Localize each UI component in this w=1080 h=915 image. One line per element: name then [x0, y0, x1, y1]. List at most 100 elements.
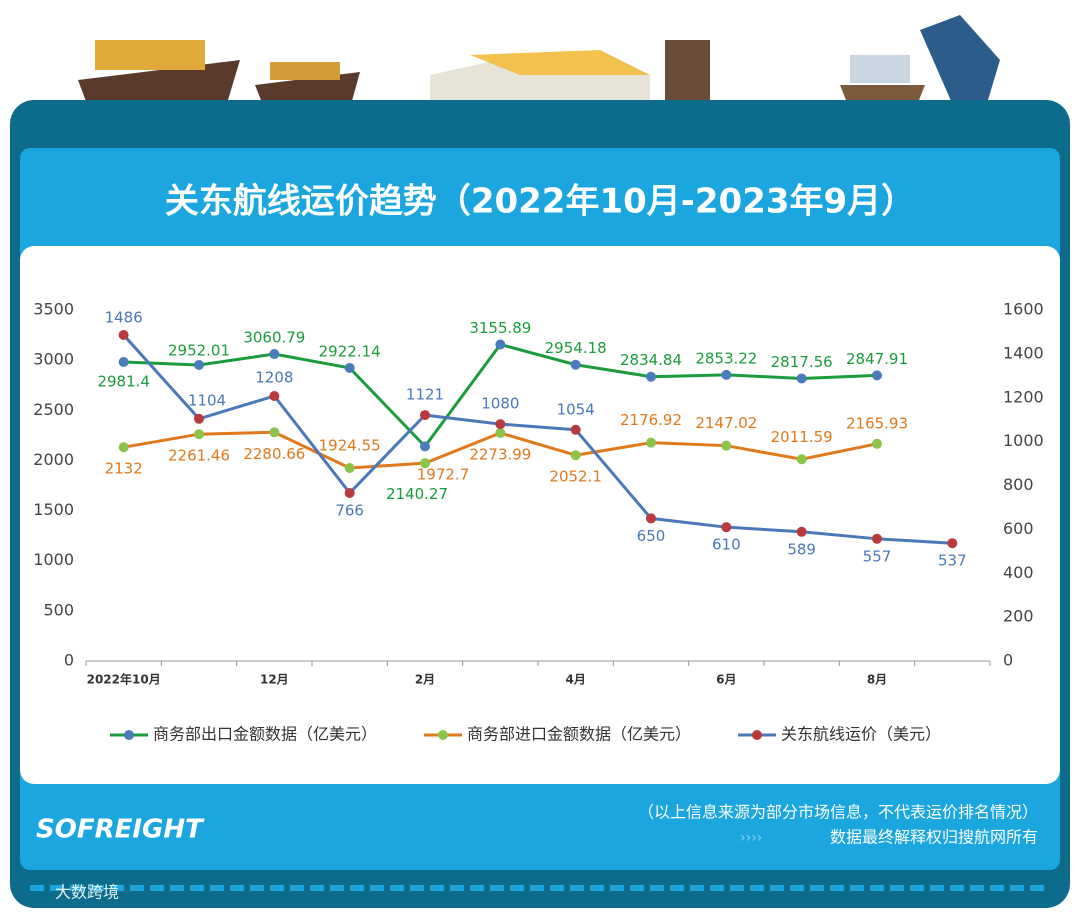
data-label: 2954.18 — [545, 339, 607, 357]
marker — [570, 359, 581, 370]
marker — [269, 349, 280, 360]
data-label: 2011.59 — [771, 428, 833, 446]
marker — [420, 458, 430, 469]
data-label: 610 — [712, 536, 741, 554]
legend-marker — [438, 730, 448, 740]
marker — [570, 424, 581, 435]
y2-tick-label: 0 — [1003, 651, 1013, 670]
data-label: 2834.84 — [620, 351, 682, 369]
x-tick-label: 4月 — [565, 673, 585, 687]
y2-tick-label: 1000 — [1003, 431, 1044, 450]
marker — [796, 454, 807, 465]
marker — [646, 371, 656, 382]
data-label: 557 — [863, 547, 892, 565]
marker — [646, 513, 656, 524]
data-label: 1208 — [255, 368, 293, 386]
y-tick-label: 0 — [64, 651, 74, 670]
data-label: 2176.92 — [620, 411, 682, 429]
y2-tick-label: 1400 — [1003, 343, 1044, 362]
data-label: 1486 — [105, 309, 143, 327]
marker — [721, 440, 732, 451]
y2-tick-label: 600 — [1003, 519, 1034, 538]
x-tick-label: 2月 — [415, 673, 435, 687]
marker — [796, 526, 807, 537]
y-tick-label: 500 — [43, 600, 74, 619]
marker — [872, 370, 882, 381]
data-label: 2981.4 — [97, 373, 150, 391]
x-tick-label: 6月 — [716, 673, 736, 687]
data-label: 2922.14 — [319, 342, 381, 360]
data-label: 3155.89 — [469, 319, 531, 337]
marker — [420, 441, 430, 452]
y2-tick-label: 400 — [1003, 563, 1034, 582]
marker — [118, 442, 129, 453]
data-label: 1121 — [406, 386, 444, 404]
series-line — [122, 334, 953, 545]
data-label: 2280.66 — [243, 445, 305, 463]
marker — [872, 438, 882, 449]
data-label: 537 — [938, 552, 967, 570]
marker — [570, 450, 581, 461]
footer-rights: 数据最终解释权归搜航网所有 — [830, 828, 1038, 847]
data-label: 2853.22 — [695, 349, 757, 367]
data-label: 2273.99 — [469, 445, 531, 463]
y-tick-label: 1000 — [33, 550, 74, 569]
data-label: 1972.7 — [417, 466, 470, 484]
data-label: 3060.79 — [243, 329, 305, 347]
data-label: 650 — [637, 527, 666, 545]
y-tick-label: 1500 — [33, 500, 74, 519]
y-tick-label: 2500 — [33, 400, 74, 419]
marker — [796, 373, 807, 384]
data-label: 1080 — [481, 395, 519, 413]
marker — [947, 538, 958, 549]
y2-tick-label: 1200 — [1003, 387, 1044, 406]
marker — [721, 369, 732, 380]
data-label: 589 — [787, 540, 816, 558]
y-tick-label: 3000 — [33, 350, 74, 369]
logo: SOFREIGHT — [36, 815, 205, 845]
data-label: 1054 — [557, 400, 595, 418]
data-label: 2817.56 — [771, 353, 833, 371]
marker — [646, 437, 656, 448]
marker — [495, 339, 506, 350]
decor — [78, 15, 1000, 112]
data-label: 1104 — [188, 391, 226, 409]
data-label: 2052.1 — [549, 468, 602, 486]
marker — [194, 359, 204, 370]
y2-tick-label: 800 — [1003, 475, 1034, 494]
marker — [420, 410, 430, 421]
data-label: 2140.27 — [386, 485, 448, 503]
footer-note: （以上信息来源为部分市场信息，不代表运价排名情况） — [638, 803, 1038, 822]
marker — [495, 419, 506, 430]
legend-label: 商务部出口金额数据（亿美元） — [153, 725, 377, 744]
y2-tick-label: 200 — [1003, 607, 1034, 626]
legend-label: 关东航线运价（美元） — [781, 725, 941, 744]
marker — [344, 362, 355, 373]
data-label: 766 — [335, 501, 364, 519]
marker — [495, 427, 506, 438]
x-tick-label: 2022年10月 — [87, 672, 161, 687]
chevrons: ›››› — [740, 830, 762, 846]
marker — [721, 522, 732, 533]
marker — [118, 357, 129, 368]
data-label: 2261.46 — [168, 447, 230, 465]
marker — [344, 487, 355, 498]
chart-title: 关东航线运价趋势（2022年10月-2023年9月） — [165, 182, 915, 222]
data-label: 2952.01 — [168, 341, 230, 359]
data-label: 2847.91 — [846, 350, 908, 368]
marker — [269, 390, 280, 401]
data-label: 2132 — [105, 460, 143, 478]
data-label: 2165.93 — [846, 414, 908, 432]
marker — [118, 330, 129, 341]
x-tick-label: 8月 — [867, 673, 887, 687]
y-tick-label: 2000 — [33, 450, 74, 469]
y2-tick-label: 1600 — [1003, 300, 1044, 319]
legend-marker — [124, 730, 134, 740]
y-tick-label: 3500 — [33, 300, 74, 319]
marker — [194, 429, 204, 440]
legend-marker — [752, 730, 762, 740]
legend-label: 商务部进口金额数据（亿美元） — [467, 725, 691, 744]
data-label: 2147.02 — [695, 414, 757, 432]
marker — [269, 427, 280, 438]
